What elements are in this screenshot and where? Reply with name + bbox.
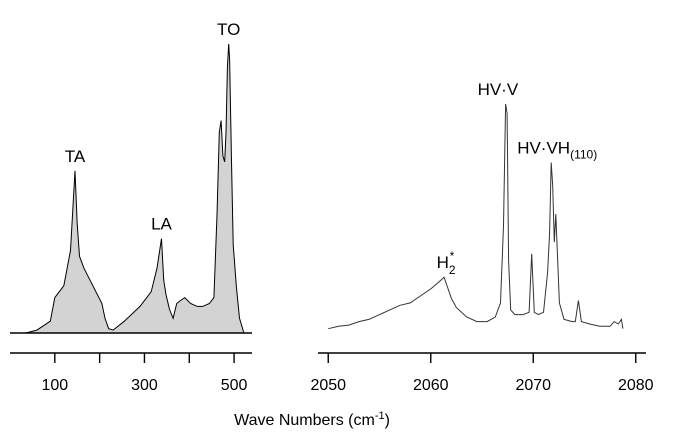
x-tick-label: 2070 [515,377,551,394]
vibrational-spectrum-line [328,103,624,330]
peak-label: TO [217,20,240,39]
peak-label: HV·V [478,80,519,99]
x-tick-label: 2080 [618,377,654,394]
x-tick-label: 100 [41,377,68,394]
peak-label: LA [151,215,172,234]
x-tick-label: 300 [131,377,158,394]
left-x-tick-labels: 100 300 500 [41,377,247,394]
x-tick-label: 500 [221,377,248,394]
peak-label: HV·VH(110) [517,139,597,162]
x-axis-title: Wave Numbers (cm-1) [234,410,390,429]
vibrational-spectrum-panel: 2050 2060 2070 2080 H2* HV·V HV·VH(110) [310,80,653,394]
right-x-ticks [327,353,637,363]
left-peak-labels: TA LA TO [65,20,241,234]
phonon-density-area [25,43,245,334]
right-peak-labels: H2* HV·V HV·VH(110) [437,80,598,277]
x-tick-label: 2060 [413,377,449,394]
right-x-tick-labels: 2050 2060 2070 2080 [310,377,653,394]
left-x-ticks [54,353,235,363]
phonon-spectrum-panel: 100 300 500 TA LA TO [10,20,252,394]
x-tick-label: 2050 [310,377,346,394]
peak-label: H2* [437,249,456,277]
peak-label: TA [65,147,86,166]
